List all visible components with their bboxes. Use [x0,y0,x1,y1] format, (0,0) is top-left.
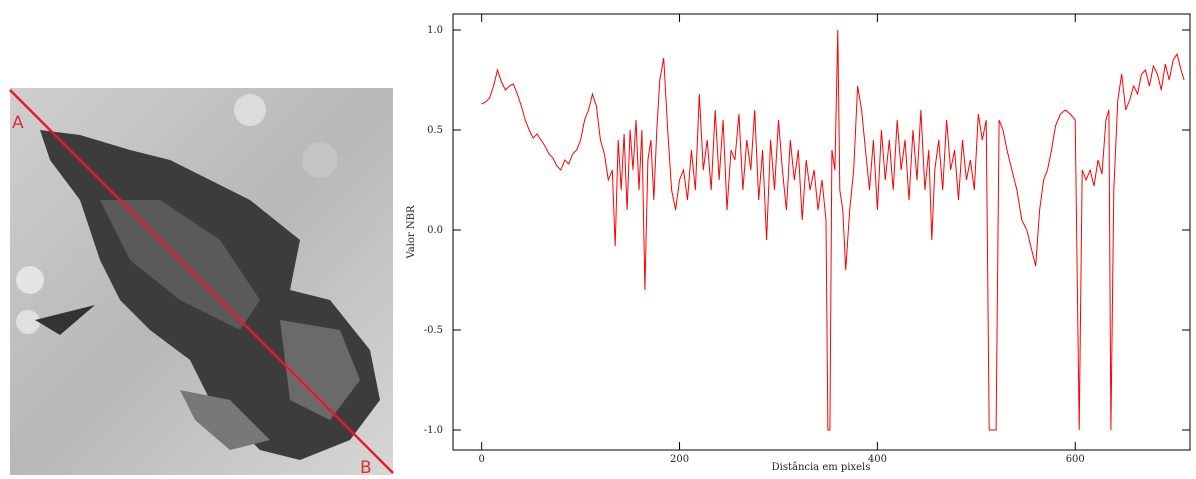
plot-frame [452,13,1191,451]
x-tick-label: 0 [479,454,485,465]
x-axis-label: Distância em pixels [772,462,871,473]
y-tick-label: 1.0 [427,25,443,36]
y-tick-label: 0.5 [427,125,443,136]
x-tick-label: 200 [670,454,689,465]
y-tick-label: 0.0 [427,225,443,236]
y-axis-label: Valor NBR [406,205,417,260]
satellite-image: A B [9,88,394,478]
y-tick-label: -1.0 [424,425,443,436]
end-label: B [360,458,372,475]
x-tick-label: 600 [1066,454,1085,465]
start-label: A [12,113,24,133]
x-tick-label: 400 [868,454,887,465]
y-tick-label: -0.5 [424,325,443,336]
data-line [481,29,1185,431]
